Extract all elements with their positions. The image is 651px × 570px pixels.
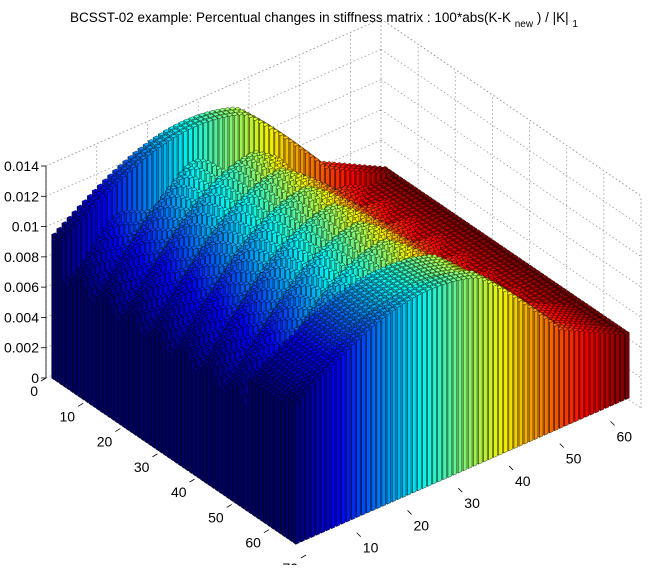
bar	[293, 400, 299, 544]
x-tick-mark	[560, 444, 564, 448]
title-subscript: new	[515, 19, 534, 30]
y-tick-label: 60	[245, 535, 261, 551]
z-tick-label: 0.012	[4, 188, 39, 204]
x-tick-label: 60	[617, 428, 633, 444]
title-subscript-end: 1	[572, 19, 578, 30]
y-tick-mark	[41, 378, 46, 381]
y-tick-label: 50	[208, 509, 224, 525]
y-tick-mark	[301, 555, 306, 558]
z-tick-label: 0.004	[4, 309, 39, 325]
title-prefix: BCSST-02 example: Percentual changes in …	[70, 10, 511, 25]
x-tick-label: 30	[464, 495, 480, 511]
y-tick-mark	[190, 479, 195, 482]
z-tick-label: 0.014	[4, 158, 39, 174]
grid-box-edge	[381, 19, 641, 196]
x-tick-mark	[408, 510, 412, 514]
chart-title: BCSST-02 example: Percentual changes in …	[70, 10, 578, 30]
x-tick-mark	[458, 488, 462, 492]
x-tick-label: 10	[363, 540, 379, 556]
y-tick-label: 30	[134, 459, 150, 475]
y-tick-label: 10	[60, 408, 76, 424]
z-tick-label: 0.008	[4, 249, 39, 265]
y-tick-label: 20	[97, 434, 113, 450]
x-tick-label: 50	[566, 451, 582, 467]
x-tick-mark	[611, 421, 615, 425]
y-tick-label: 70	[282, 560, 298, 565]
x-tick-label: 40	[515, 473, 531, 489]
y-tick-mark	[152, 454, 157, 457]
y-tick-label: 0	[30, 383, 38, 399]
y-tick-label: 40	[171, 484, 187, 500]
y-tick-mark	[227, 504, 232, 507]
y-tick-mark	[78, 403, 83, 406]
x-tick-mark	[357, 533, 361, 537]
y-tick-mark	[115, 429, 120, 432]
z-tick-label: 0.006	[4, 279, 39, 295]
x-tick-label: 20	[414, 518, 430, 534]
bars	[52, 107, 630, 545]
z-tick-label: 0.002	[4, 340, 39, 356]
title-middle: ) / |K|	[537, 10, 569, 25]
x-tick-mark	[509, 466, 513, 470]
y-tick-mark	[264, 530, 269, 533]
svg-text:BCSST-02 example: Percentual c: BCSST-02 example: Percentual changes in …	[70, 10, 578, 30]
z-tick-label: 0.01	[12, 219, 39, 235]
